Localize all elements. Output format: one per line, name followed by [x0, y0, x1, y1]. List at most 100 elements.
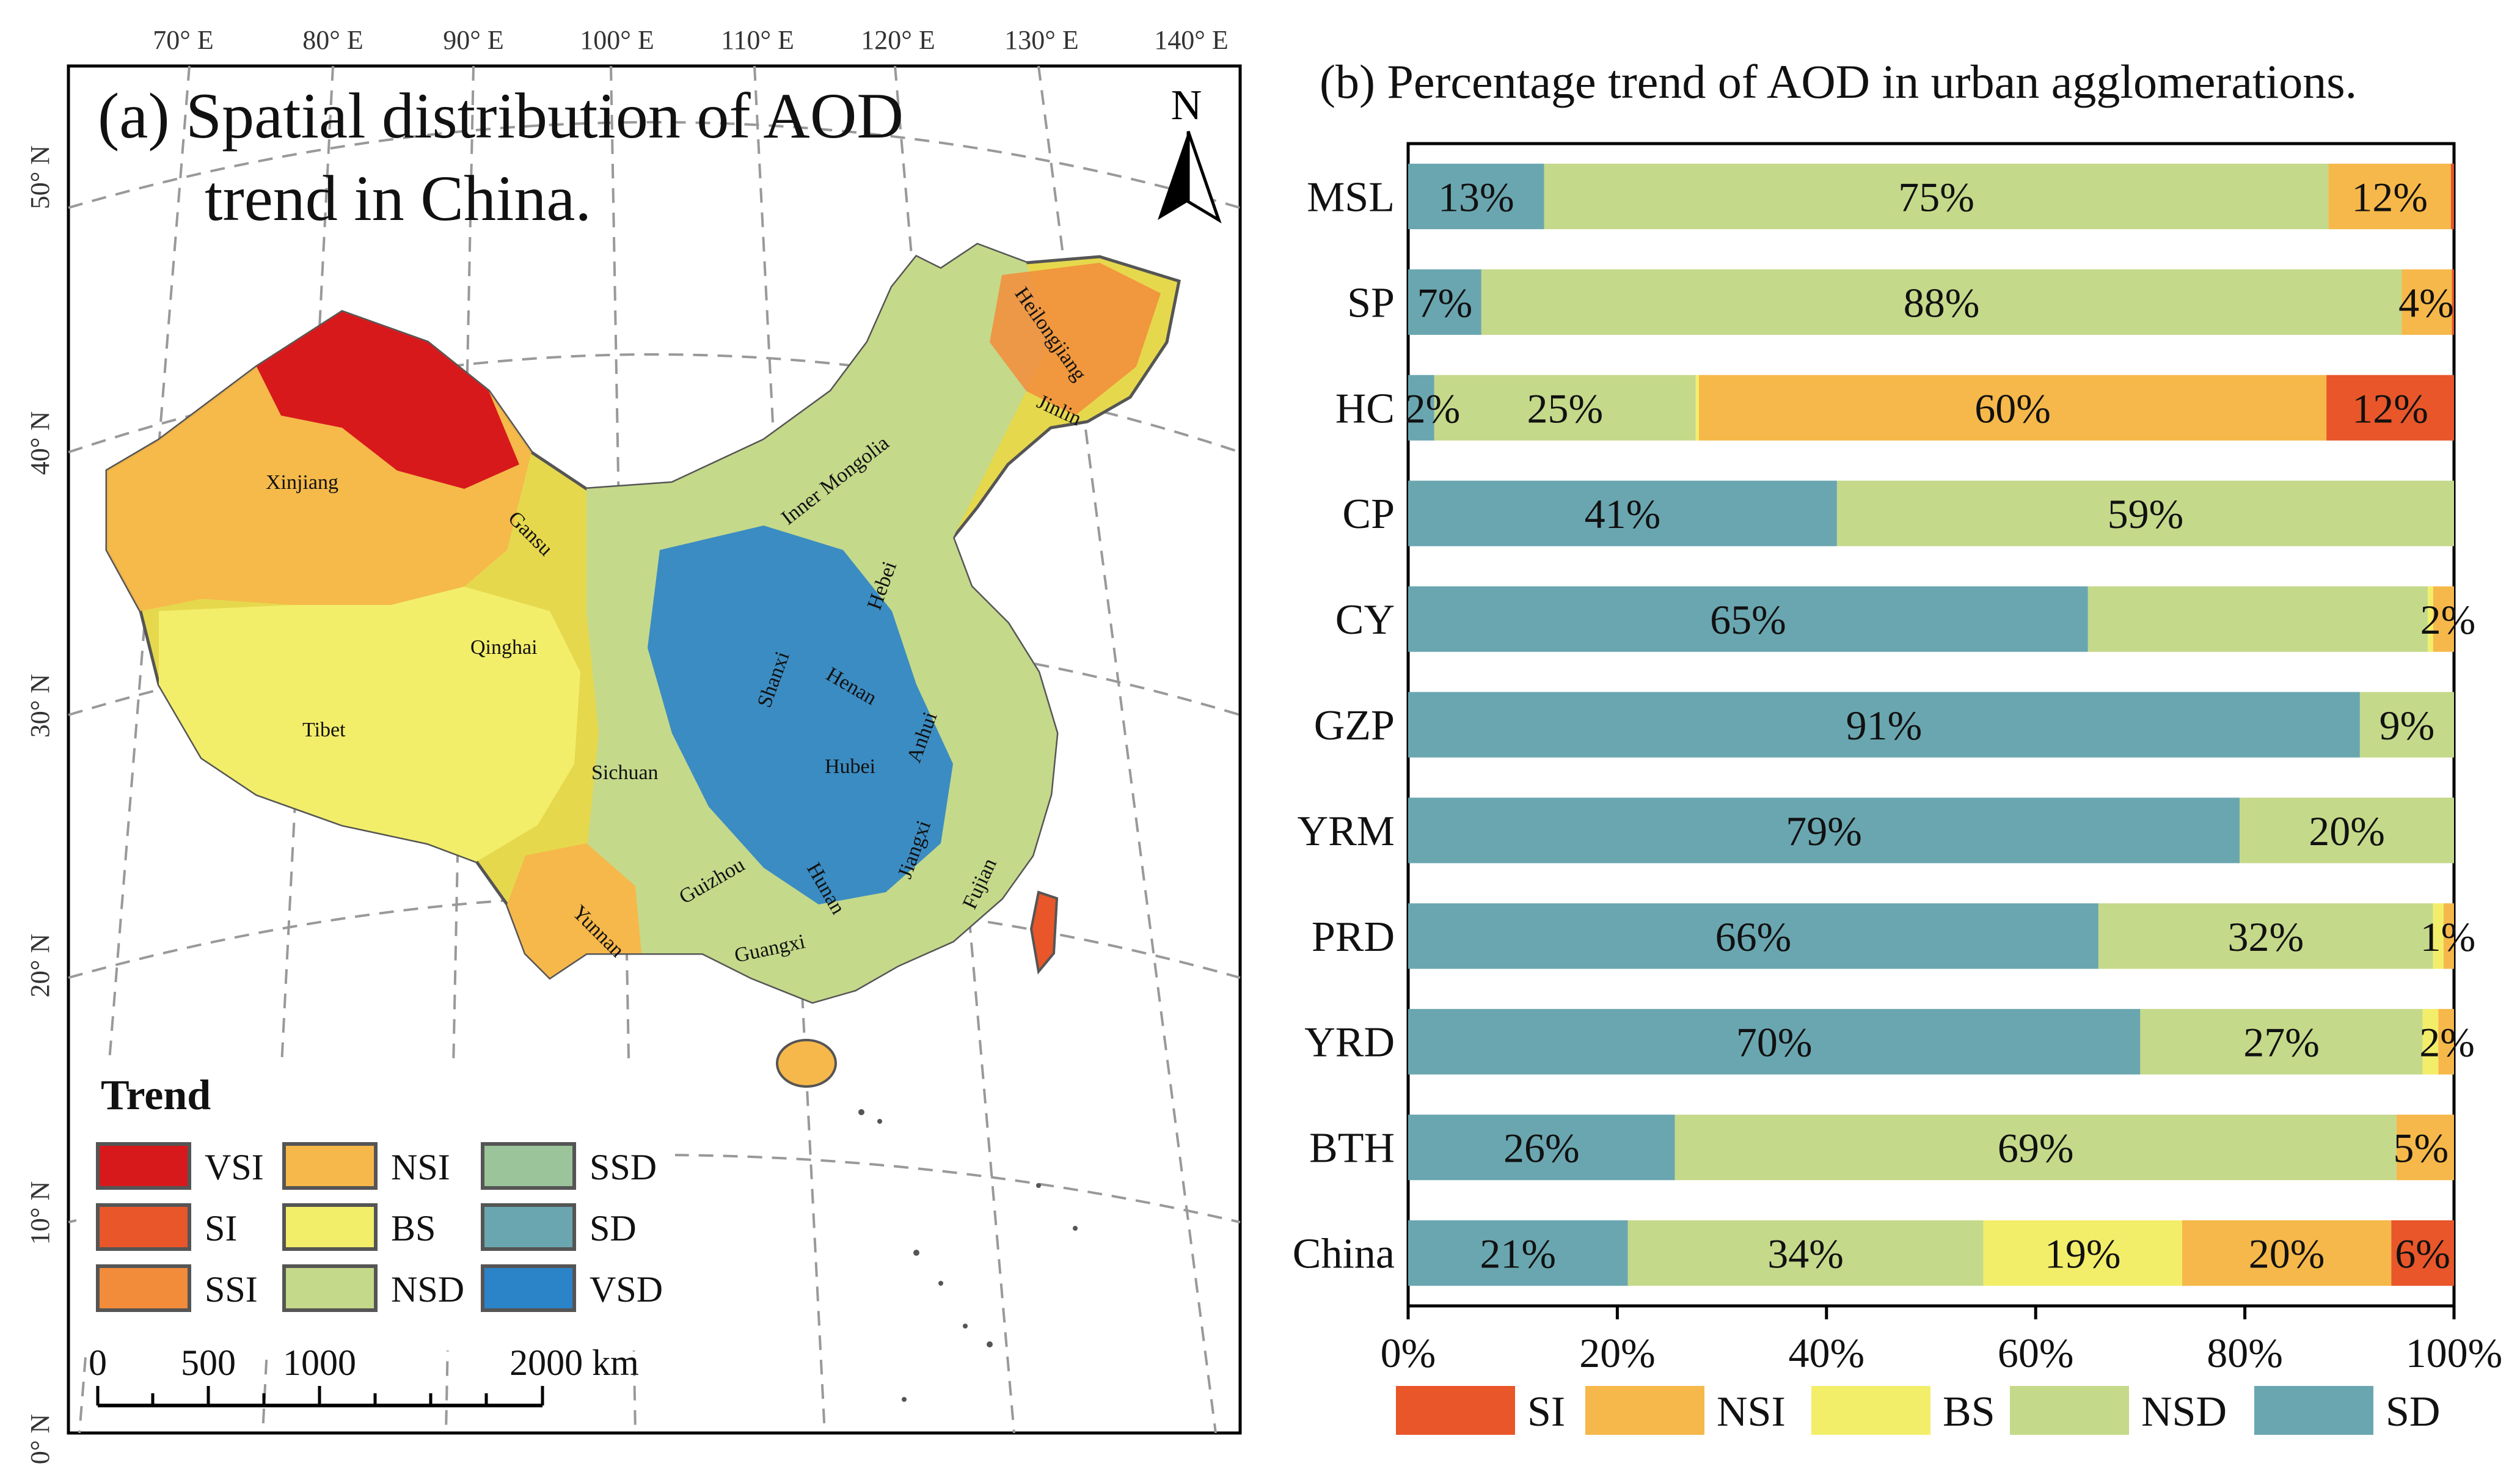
- china-map: Xinjiang Gansu Qinghai Tibet Sichuan Yun…: [105, 243, 1181, 1402]
- bar-sp-sd: [1408, 269, 1481, 335]
- bar-label-bth-nsi: 5%: [2394, 1125, 2449, 1171]
- bar-bth-nsd: [1675, 1115, 2397, 1181]
- lat-label-0: 0° N: [25, 1414, 55, 1464]
- category-label-gzp: GZP: [1314, 702, 1395, 749]
- bars-group: [1408, 163, 2454, 1286]
- map-legend-swatch-nsi: [282, 1142, 378, 1190]
- map-legend-label-ssi: SSI: [205, 1269, 258, 1310]
- x-tick-label-3: 60%: [1998, 1330, 2074, 1376]
- bar-china-nsi: [2182, 1220, 2392, 1286]
- bar-label-msl-sd: 13%: [1438, 174, 1514, 220]
- label-qinghai: Qinghai: [470, 636, 538, 659]
- north-label: N: [1171, 82, 1202, 129]
- bar-label-hc-si: 12%: [2352, 385, 2428, 431]
- bar-label-sp-nsd: 88%: [1904, 279, 1980, 326]
- map-legend-swatch-ssi: [96, 1264, 191, 1312]
- bar-label-hc-nsi: 60%: [1974, 385, 2051, 431]
- map-legend: Trend VSI SI SSI NSI BS NSD SSD SD VSD: [76, 1060, 675, 1351]
- bar-labels-group: 13% 75% 12% 7% 88% 4% 2% 25% 60% 12% 41% 59% 65% 2% 91…: [1405, 174, 2476, 1277]
- bar-label-china-bs: 19%: [2045, 1231, 2121, 1277]
- map-legend-label-nsd: NSD: [391, 1269, 464, 1310]
- bar-label-yrd-bs: 2%: [2419, 1019, 2475, 1066]
- bar-cy-nsi: [2433, 586, 2454, 652]
- bar-cy-bs: [2428, 586, 2433, 652]
- lat-label-20: 20° N: [25, 934, 55, 997]
- map-legend-label-si: SI: [205, 1208, 237, 1248]
- northeast-nsi-zone: [990, 263, 1161, 416]
- bar-label-hc-sd: 2%: [1405, 385, 1461, 431]
- bar-sp-nsi: [2401, 269, 2452, 335]
- bar-bth-nsi: [2396, 1115, 2454, 1181]
- taiwan: [1029, 890, 1059, 975]
- bar-label-msl-nsd: 75%: [1898, 174, 1974, 220]
- category-labels-group: MSL SP HC CP CY GZP YRM PRD YRD BTH China: [1293, 174, 1395, 1277]
- map-legend-swatch-si: [96, 1203, 191, 1251]
- label-xinjiang: Xinjiang: [266, 471, 338, 494]
- bar-prd-nsd: [2098, 903, 2433, 969]
- bar-prd-bs: [2433, 903, 2444, 969]
- bar-china-sd: [1408, 1220, 1628, 1286]
- bar-label-bth-sd: 26%: [1503, 1125, 1580, 1171]
- bar-yrd-bs: [2422, 1009, 2439, 1075]
- chart-legend-swatch-nsi: [1585, 1386, 1704, 1435]
- lat-label-10: 10° N: [25, 1181, 55, 1245]
- chart-legend-swatch-si: [1396, 1386, 1515, 1435]
- south-sea-islands: [858, 1109, 1078, 1402]
- bar-label-gzp-nsd: 9%: [2379, 702, 2435, 749]
- bar-label-china-nsi: 20%: [2249, 1231, 2325, 1277]
- bar-cy-sd: [1408, 586, 2088, 652]
- bar-label-china-si: 6%: [2395, 1231, 2450, 1277]
- map-legend-title: Trend: [101, 1072, 211, 1119]
- map-legend-label-ssd: SSD: [590, 1147, 657, 1187]
- chart-legend-label-nsi: NSI: [1717, 1388, 1786, 1435]
- vsi-zone: [257, 312, 519, 489]
- bar-hc-nsd: [1434, 375, 1696, 441]
- bar-prd-nsi: [2443, 903, 2454, 969]
- bar-label-yrm-sd: 79%: [1786, 808, 1862, 854]
- bar-label-prd-sd: 66%: [1715, 914, 1792, 960]
- map-title-line2: trend in China.: [205, 163, 591, 234]
- bar-bth-sd: [1408, 1115, 1675, 1181]
- bar-hc-nsi: [1698, 375, 2327, 441]
- lon-label-90: 90° E: [443, 25, 503, 55]
- bar-china-nsd: [1627, 1220, 1984, 1286]
- scale-bar: 0 500 1000 2000 km: [89, 1343, 639, 1407]
- map-legend-label-vsi: VSI: [205, 1147, 264, 1187]
- bar-label-cp-sd: 41%: [1585, 491, 1661, 537]
- chart-legend-swatch-nsd: [2010, 1386, 2129, 1435]
- category-label-sp: SP: [1347, 279, 1395, 326]
- bar-label-gzp-sd: 91%: [1846, 702, 1923, 749]
- bar-yrd-nsd: [2140, 1009, 2423, 1075]
- bar-label-yrd-nsd: 27%: [2243, 1019, 2320, 1066]
- scale-label-2000: 2000 km: [509, 1343, 639, 1383]
- bar-yrm-nsd: [2240, 797, 2454, 863]
- bar-chart-panel: (b) Percentage trend of AOD in urban agg…: [1293, 55, 2503, 1435]
- category-label-hc: HC: [1335, 385, 1395, 432]
- north-arrow-icon: N: [1158, 82, 1222, 224]
- map-legend-label-vsd: VSD: [590, 1269, 663, 1310]
- bar-hc-sd: [1408, 375, 1434, 441]
- label-sichuan: Sichuan: [591, 761, 659, 784]
- lon-label-110: 110° E: [721, 25, 794, 55]
- x-tick-label-2: 40%: [1788, 1330, 1864, 1376]
- chart-legend: SI NSI BS NSD SD: [1396, 1386, 2440, 1435]
- chart-legend-label-nsd: NSD: [2141, 1388, 2227, 1435]
- bar-label-cy-nsi: 2%: [2420, 596, 2476, 643]
- chart-legend-label-bs: BS: [1943, 1388, 1995, 1435]
- x-tick-label-4: 80%: [2207, 1330, 2283, 1376]
- bar-sp-si: [2452, 269, 2454, 335]
- bar-cy-nsd: [2087, 586, 2428, 652]
- lon-label-120: 120° E: [861, 25, 935, 55]
- lon-label-140: 140° E: [1154, 25, 1228, 55]
- bar-gzp-sd: [1408, 692, 2360, 758]
- bar-label-china-nsd: 34%: [1767, 1231, 1844, 1277]
- label-tibet: Tibet: [302, 719, 346, 741]
- map-panel: Xinjiang Gansu Qinghai Tibet Sichuan Yun…: [25, 25, 1242, 1464]
- map-legend-label-nsi: NSI: [391, 1147, 450, 1187]
- map-legend-swatch-sd: [481, 1203, 576, 1251]
- lat-label-30: 30° N: [25, 674, 55, 738]
- southwest-nsi-zone: [507, 843, 641, 978]
- lon-label-130: 130° E: [1004, 25, 1078, 55]
- map-legend-label-bs: BS: [391, 1208, 436, 1248]
